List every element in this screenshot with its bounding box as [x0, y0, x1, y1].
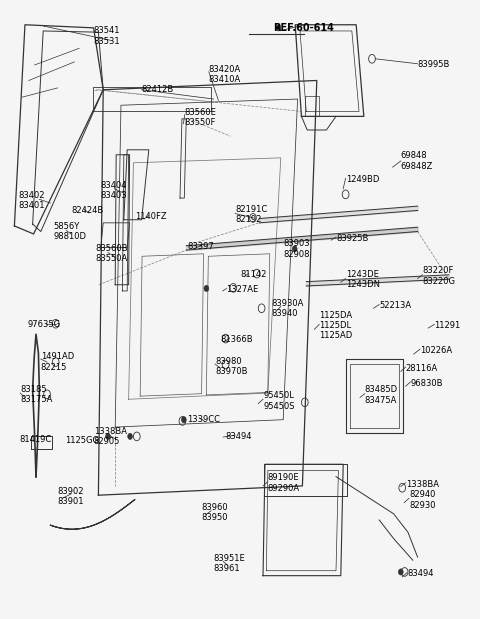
Text: 1249BD: 1249BD — [346, 175, 379, 184]
Text: 1125DA
1125DL
1125AD: 1125DA 1125DL 1125AD — [319, 311, 352, 340]
Text: 83420A
83410A: 83420A 83410A — [209, 64, 241, 84]
Text: 1243DE
1243DN: 1243DE 1243DN — [346, 270, 380, 290]
Text: 83560B
83550A: 83560B 83550A — [95, 244, 128, 264]
Text: 83220F
83220G: 83220F 83220G — [422, 266, 456, 286]
Circle shape — [398, 569, 403, 575]
Text: 89190E
89290A: 89190E 89290A — [268, 473, 300, 493]
Text: 83980
83970B: 83980 83970B — [215, 357, 248, 376]
Text: 83494: 83494 — [226, 432, 252, 441]
Text: 82412B: 82412B — [142, 85, 174, 94]
Text: 5856Y
98810D: 5856Y 98810D — [54, 222, 87, 241]
Circle shape — [181, 417, 186, 423]
Text: 81142: 81142 — [240, 270, 266, 279]
Text: 83560E
83550F: 83560E 83550F — [185, 108, 216, 128]
Text: REF.60-614: REF.60-614 — [274, 24, 335, 33]
Text: 97635G: 97635G — [28, 320, 61, 329]
Circle shape — [292, 246, 297, 252]
Text: 82191C
82192: 82191C 82192 — [235, 205, 267, 225]
Text: 1338BA: 1338BA — [406, 480, 439, 488]
Circle shape — [204, 285, 209, 292]
Text: 83903
82908: 83903 82908 — [283, 239, 310, 259]
Circle shape — [128, 433, 132, 439]
Circle shape — [106, 433, 110, 439]
Text: 96830B: 96830B — [410, 379, 443, 387]
Text: 1491AD
82215: 1491AD 82215 — [41, 352, 74, 372]
Text: 1125GG: 1125GG — [65, 436, 99, 445]
Circle shape — [276, 25, 281, 31]
Text: 83494: 83494 — [407, 569, 433, 578]
Text: 1140FZ: 1140FZ — [135, 212, 167, 221]
Text: 83541
83531: 83541 83531 — [94, 26, 120, 46]
Text: 83960
83950: 83960 83950 — [202, 503, 228, 522]
Text: 83185
83175A: 83185 83175A — [20, 384, 52, 404]
Text: 1327AE: 1327AE — [227, 285, 259, 293]
Text: 95450L
95450S: 95450L 95450S — [263, 391, 295, 411]
Text: 81419C: 81419C — [19, 435, 51, 444]
Text: 83951E
83961: 83951E 83961 — [214, 553, 245, 573]
Text: 83930A
83940: 83930A 83940 — [271, 298, 303, 318]
Text: 83485D
83475A: 83485D 83475A — [365, 385, 398, 405]
Text: 69848
69848Z: 69848 69848Z — [401, 151, 433, 171]
Text: 83404
83403: 83404 83403 — [101, 181, 127, 201]
Text: 83397: 83397 — [187, 242, 214, 251]
Text: 11291: 11291 — [434, 321, 461, 330]
Text: 10226A: 10226A — [420, 346, 452, 355]
Text: 83902
83901: 83902 83901 — [58, 487, 84, 506]
Text: 81366B: 81366B — [221, 335, 253, 344]
Text: 52213A: 52213A — [379, 301, 411, 310]
Text: 1339CC: 1339CC — [187, 415, 220, 423]
Text: 83995B: 83995B — [418, 61, 450, 69]
Text: 28116A: 28116A — [406, 364, 438, 373]
Text: 83402
83401: 83402 83401 — [18, 191, 45, 210]
Text: 82940
82930: 82940 82930 — [409, 490, 435, 510]
Text: 83925B: 83925B — [336, 234, 368, 243]
Text: 82424B: 82424B — [71, 206, 103, 215]
Text: 1338BA
82905: 1338BA 82905 — [94, 426, 127, 446]
